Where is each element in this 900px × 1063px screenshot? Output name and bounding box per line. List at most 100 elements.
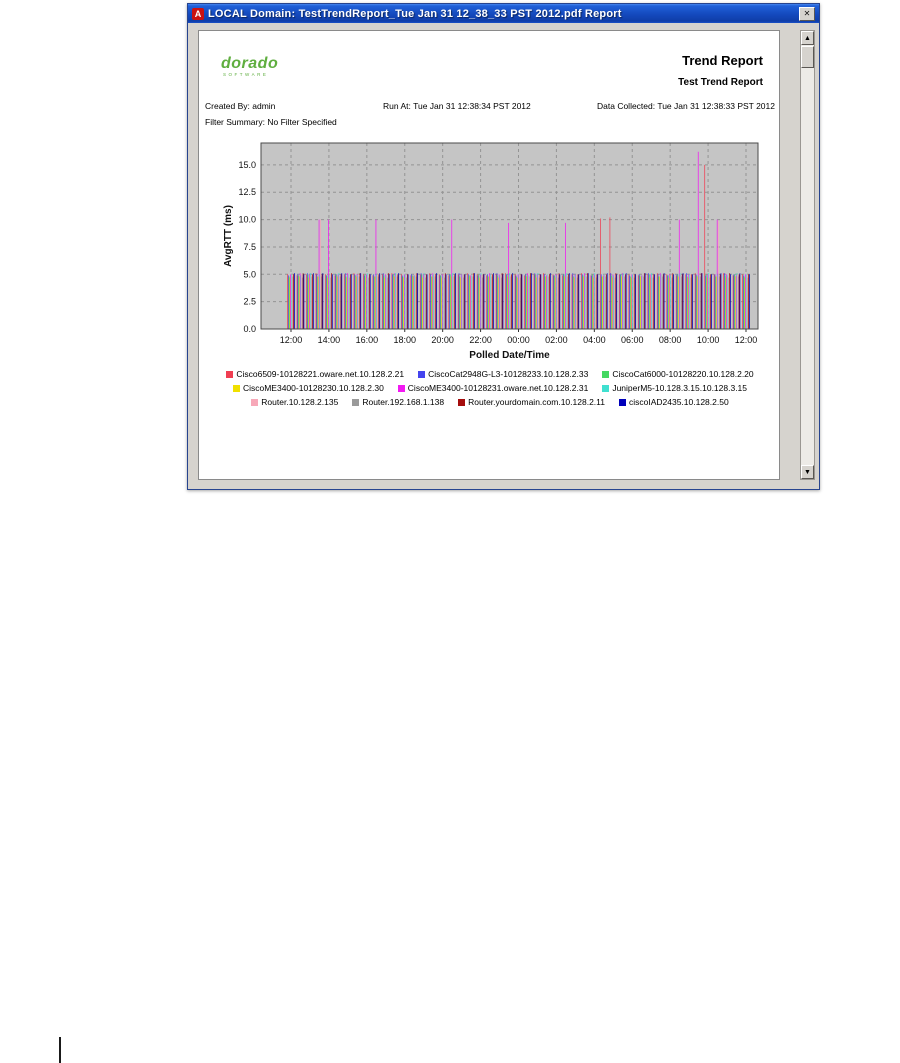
scroll-up-button[interactable]: ▲	[801, 31, 814, 45]
bar	[479, 277, 480, 329]
bar	[543, 274, 545, 329]
bar	[423, 273, 425, 329]
bar	[670, 275, 671, 329]
bar	[715, 276, 717, 329]
legend-item: CiscoME3400-10128231.oware.net.10.128.2.…	[397, 383, 588, 393]
bar	[719, 276, 720, 329]
bar	[344, 273, 346, 329]
bar	[449, 274, 450, 329]
bar	[745, 274, 746, 329]
bar	[603, 274, 605, 329]
bar	[698, 275, 700, 329]
bar	[287, 274, 288, 329]
bar	[716, 276, 717, 329]
bar	[417, 273, 418, 329]
bar	[697, 151, 699, 329]
bar	[595, 275, 596, 329]
bar	[564, 276, 566, 329]
trend-chart-svg: 0.0 2.5 5.0 7.5 10.0 12.5 15.0 12:00 14:00 16:00 1…	[223, 142, 759, 361]
bar	[690, 277, 692, 329]
bar	[632, 274, 633, 329]
bar	[670, 274, 672, 329]
bar	[611, 275, 612, 329]
bar	[416, 273, 418, 329]
bar	[659, 273, 661, 329]
bar	[329, 274, 331, 329]
filter-summary-text: Filter Summary: No Filter Specified	[205, 117, 337, 127]
bar	[366, 274, 367, 329]
bar	[395, 273, 397, 329]
legend-label: Router.10.128.2.135	[261, 397, 339, 407]
bar	[653, 274, 655, 329]
legend-label: Cisco6509-10128221.oware.net.10.128.2.21	[236, 369, 405, 379]
bar	[727, 275, 728, 329]
bar	[685, 274, 687, 329]
bar	[311, 276, 313, 329]
bar	[341, 273, 343, 329]
bar	[501, 277, 502, 329]
bar	[575, 274, 577, 329]
close-button[interactable]: ✕	[799, 6, 815, 21]
bar	[444, 273, 446, 329]
legend-item: Router.10.128.2.135	[251, 397, 338, 407]
bar	[345, 276, 347, 329]
bar	[545, 276, 547, 329]
bar	[700, 273, 702, 329]
bar	[506, 274, 508, 329]
bar	[671, 277, 673, 329]
bar	[471, 275, 472, 329]
bar	[562, 275, 563, 329]
bar	[586, 276, 588, 329]
bar	[453, 276, 455, 329]
bar	[704, 164, 706, 329]
bar	[359, 273, 361, 329]
bar	[438, 274, 440, 329]
legend-swatch	[602, 384, 610, 392]
bar	[507, 276, 509, 329]
bar	[478, 274, 480, 329]
y-tick-label: 10.0	[238, 215, 256, 225]
bar	[410, 275, 412, 329]
window-titlebar[interactable]: A LOCAL Domain: TestTrendReport_Tue Jan …	[188, 4, 819, 23]
bar	[697, 276, 698, 329]
legend-label: CiscoCat6000-10128220.10.128.2.20	[612, 369, 754, 379]
bar	[743, 275, 744, 329]
bar	[378, 274, 380, 329]
bar	[358, 274, 359, 329]
bar	[597, 274, 599, 329]
bar	[537, 273, 539, 329]
bar	[687, 277, 689, 329]
y-tick-label: 5.0	[243, 269, 256, 279]
bar	[708, 273, 709, 329]
bar	[481, 275, 483, 329]
bar	[448, 275, 450, 329]
bar	[609, 217, 611, 329]
bar	[549, 273, 551, 329]
bar	[468, 274, 469, 329]
bar	[387, 277, 389, 329]
bar	[678, 276, 679, 329]
bar	[308, 277, 310, 329]
bar	[472, 276, 474, 329]
bar	[660, 274, 662, 329]
bar	[425, 277, 426, 329]
bar	[701, 273, 703, 329]
bar	[681, 274, 683, 329]
bar	[581, 273, 582, 329]
legend-item: Router.192.168.1.138	[352, 397, 444, 407]
x-tick-label: 08:00	[659, 335, 682, 345]
bar	[563, 274, 565, 329]
bar	[348, 274, 350, 329]
bar	[543, 273, 544, 329]
bar	[376, 274, 378, 329]
bar	[288, 276, 290, 329]
bar	[441, 274, 443, 329]
bar	[737, 274, 739, 329]
scrollbar-thumb[interactable]	[801, 46, 814, 68]
bar	[648, 273, 649, 329]
bar	[509, 275, 511, 329]
bar	[293, 274, 294, 329]
vertical-scrollbar[interactable]: ▲ ▼	[800, 30, 815, 480]
scroll-down-button[interactable]: ▼	[801, 465, 814, 479]
bar	[364, 274, 366, 329]
